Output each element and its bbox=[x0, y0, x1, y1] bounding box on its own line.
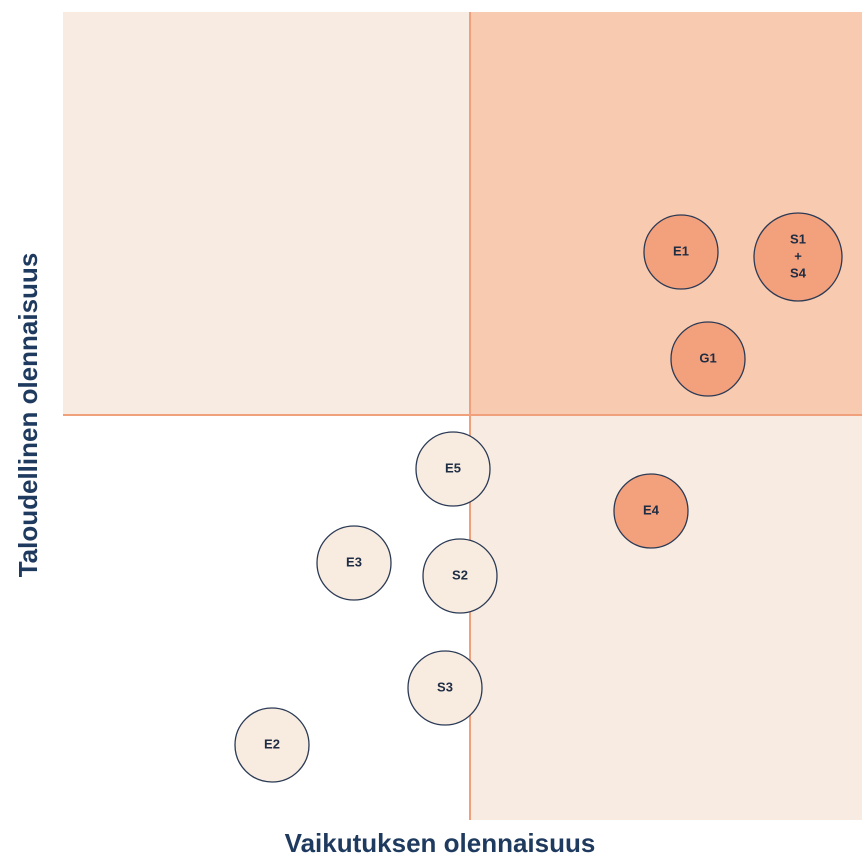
node: S3 bbox=[407, 650, 483, 726]
node: E1 bbox=[643, 214, 719, 290]
node-circle bbox=[670, 321, 746, 397]
node-label: S3 bbox=[437, 679, 453, 694]
node-circle bbox=[415, 431, 491, 507]
node-circle bbox=[234, 707, 310, 783]
node-label: S4 bbox=[790, 265, 807, 280]
node-circle bbox=[407, 650, 483, 726]
x-axis-label: Vaikutuksen olennaisuus bbox=[285, 828, 596, 858]
node: S1 + S4 bbox=[753, 212, 843, 302]
node: E2 bbox=[234, 707, 310, 783]
quadrant bbox=[470, 415, 862, 820]
node-label: + bbox=[794, 248, 802, 263]
node-circle bbox=[613, 473, 689, 549]
node-label: S1 bbox=[790, 231, 806, 246]
nodes: E1 S1 + S4 G1 E5 E4 E3 S2 S3 E2 bbox=[234, 212, 843, 783]
node: G1 bbox=[670, 321, 746, 397]
node-circle bbox=[316, 525, 392, 601]
node-label: E1 bbox=[673, 243, 689, 258]
node-label: E3 bbox=[346, 554, 362, 569]
node-label: E2 bbox=[264, 736, 280, 751]
node-label: E4 bbox=[643, 502, 660, 517]
node-label: E5 bbox=[445, 460, 461, 475]
y-axis-label: Taloudellinen olennaisuus bbox=[13, 253, 43, 578]
node: E4 bbox=[613, 473, 689, 549]
quadrant bbox=[63, 12, 470, 415]
node: E5 bbox=[415, 431, 491, 507]
node-label: G1 bbox=[699, 350, 716, 365]
node-circle bbox=[422, 538, 498, 614]
node: S2 bbox=[422, 538, 498, 614]
node-label: S2 bbox=[452, 567, 468, 582]
node-circle bbox=[753, 212, 843, 302]
node-circle bbox=[643, 214, 719, 290]
node: E3 bbox=[316, 525, 392, 601]
